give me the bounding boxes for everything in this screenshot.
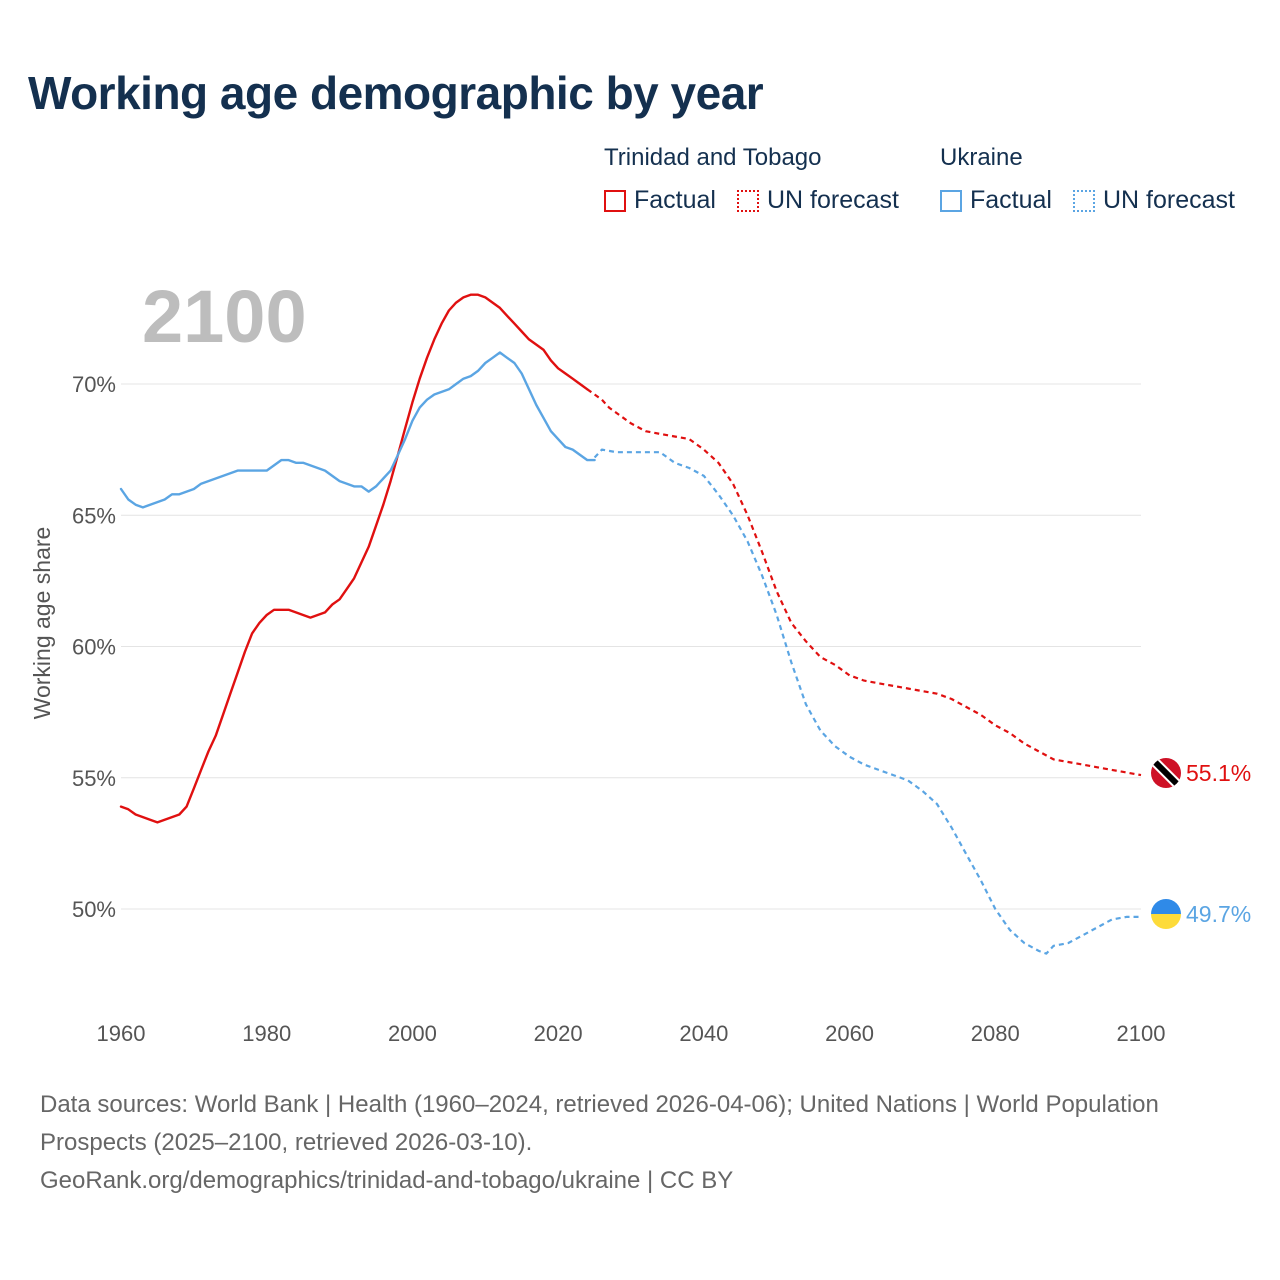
chart-title: Working age demographic by year <box>28 67 764 119</box>
y-tick-label: 70% <box>72 372 116 397</box>
y-tick-label: 55% <box>72 766 116 791</box>
legend-label-ukraine-forecast: UN forecast <box>1103 186 1235 214</box>
x-tick-label: 2000 <box>388 1021 437 1046</box>
x-tick-label: 1980 <box>242 1021 291 1046</box>
series-line-trinidad-and-tobago-factual[interactable] <box>119 293 589 824</box>
year-watermark: 2100 <box>142 275 307 358</box>
legend-label-ukraine-factual: Factual <box>970 186 1052 214</box>
grid-lines <box>121 383 1141 910</box>
source-line-2[interactable]: GeoRank.org/demographics/trinidad-and-to… <box>40 1167 734 1194</box>
legend-group-trinidad-and-tobago: Trinidad and Tobago <box>604 144 822 171</box>
series-line-ukraine-factual[interactable] <box>119 351 596 509</box>
y-axis-title: Working age share <box>29 527 55 720</box>
trinidad-and-tobago-flag-icon <box>1151 758 1181 788</box>
legend-item-trinidad-factual[interactable]: Factual <box>604 186 716 215</box>
x-tick-label: 2060 <box>825 1021 874 1046</box>
x-tick-label: 2080 <box>971 1021 1020 1046</box>
source-line-1: Data sources: World Bank | Health (1960–… <box>40 1091 1159 1156</box>
series-line-ukraine-forecast[interactable] <box>593 448 1141 955</box>
solid-line-swatch-icon <box>940 189 962 212</box>
y-tick-label: 50% <box>72 897 116 922</box>
line-chart: 2100 50% 55% 60% 65% 70% 1960 1980 2000 2020 204… <box>29 275 1251 1046</box>
series-lines <box>119 293 1142 955</box>
end-value-trinidad-and-tobago: 55.1% <box>1186 760 1251 786</box>
y-axis-ticks: 50% 55% 60% 65% 70% <box>72 372 116 922</box>
legend-label-trinidad-factual: Factual <box>634 186 716 214</box>
end-value-ukraine: 49.7% <box>1186 901 1251 927</box>
legend-group-ukraine: Ukraine <box>940 144 1023 171</box>
x-tick-label: 2040 <box>679 1021 728 1046</box>
x-tick-label: 2100 <box>1117 1021 1166 1046</box>
y-tick-label: 60% <box>72 635 116 660</box>
source-note: Data sources: World Bank | Health (1960–… <box>40 1086 1220 1200</box>
series-line-trinidad-and-tobago-forecast[interactable] <box>586 388 1142 777</box>
x-tick-label: 1960 <box>97 1021 146 1046</box>
x-axis-ticks: 1960 1980 2000 2020 2040 2060 2080 2100 <box>97 1021 1166 1046</box>
legend-item-ukraine-factual[interactable]: Factual <box>940 186 1052 215</box>
solid-line-swatch-icon <box>604 189 626 212</box>
ukraine-flag-icon <box>1151 899 1181 929</box>
legend-label-trinidad-forecast: UN forecast <box>767 186 899 214</box>
legend-item-ukraine-forecast[interactable]: UN forecast <box>1073 186 1235 215</box>
x-tick-label: 2020 <box>534 1021 583 1046</box>
y-tick-label: 65% <box>72 503 116 528</box>
legend-item-trinidad-forecast[interactable]: UN forecast <box>737 186 899 215</box>
dotted-line-swatch-icon <box>1073 189 1095 212</box>
dotted-line-swatch-icon <box>737 189 759 212</box>
